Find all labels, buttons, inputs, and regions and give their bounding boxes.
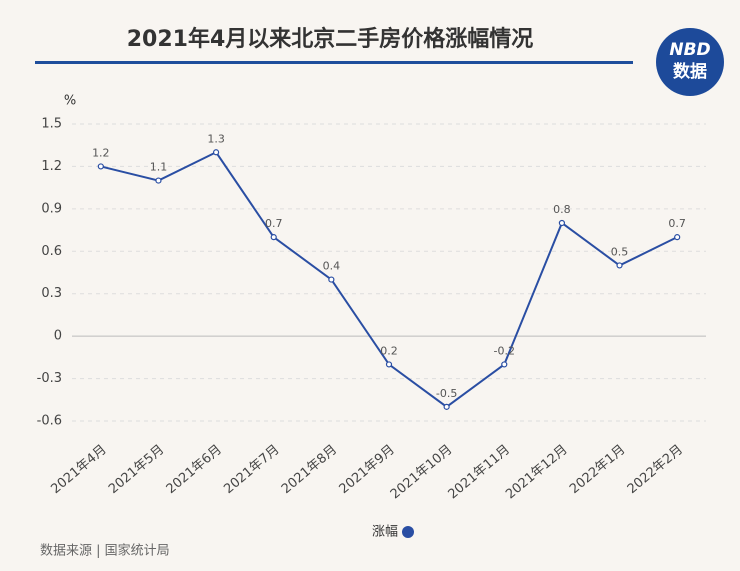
logo-text: 数据 [673, 61, 707, 82]
point [558, 219, 566, 227]
value-label: 0.7 [265, 217, 283, 230]
point [212, 149, 220, 156]
legend-marker [402, 526, 414, 538]
value-label: -0.5 [436, 387, 457, 400]
value-label: 0.8 [553, 203, 571, 216]
value-label: 0.5 [611, 245, 629, 258]
point [385, 361, 393, 368]
y-tick-label: -0.3 [37, 371, 62, 386]
y-tick-label: 0.9 [41, 201, 62, 216]
y-tick-label: -0.6 [37, 414, 62, 429]
chart-title: 2021年4月以来北京二手房价格涨幅情况 [127, 26, 534, 52]
value-label: 0.4 [323, 260, 341, 273]
y-unit: % [64, 94, 76, 109]
value-label: 1.1 [150, 161, 168, 174]
point [616, 262, 623, 269]
logo [656, 28, 724, 96]
point [97, 163, 104, 170]
point [155, 177, 162, 184]
logo-text: NBD [669, 40, 710, 60]
point [270, 234, 277, 241]
source: 数据来源 | 国家统计局 [40, 543, 170, 559]
point [501, 361, 508, 368]
point [674, 234, 681, 241]
title-rule [35, 61, 633, 64]
y-tick-label: 0.3 [41, 286, 62, 301]
value-label: -0.2 [494, 344, 515, 357]
y-tick-label: 1.2 [41, 159, 62, 174]
value-label: 0.2 [380, 344, 398, 357]
point [328, 276, 335, 283]
point [443, 403, 450, 410]
value-label: 1.2 [92, 146, 110, 159]
value-label: 1.3 [207, 132, 225, 145]
y-tick-label: 1.5 [41, 117, 62, 132]
legend-label: 涨幅 [372, 525, 398, 540]
y-tick-label: 0 [54, 329, 62, 344]
y-tick-label: 0.6 [41, 244, 62, 259]
value-label: 0.7 [668, 217, 686, 230]
